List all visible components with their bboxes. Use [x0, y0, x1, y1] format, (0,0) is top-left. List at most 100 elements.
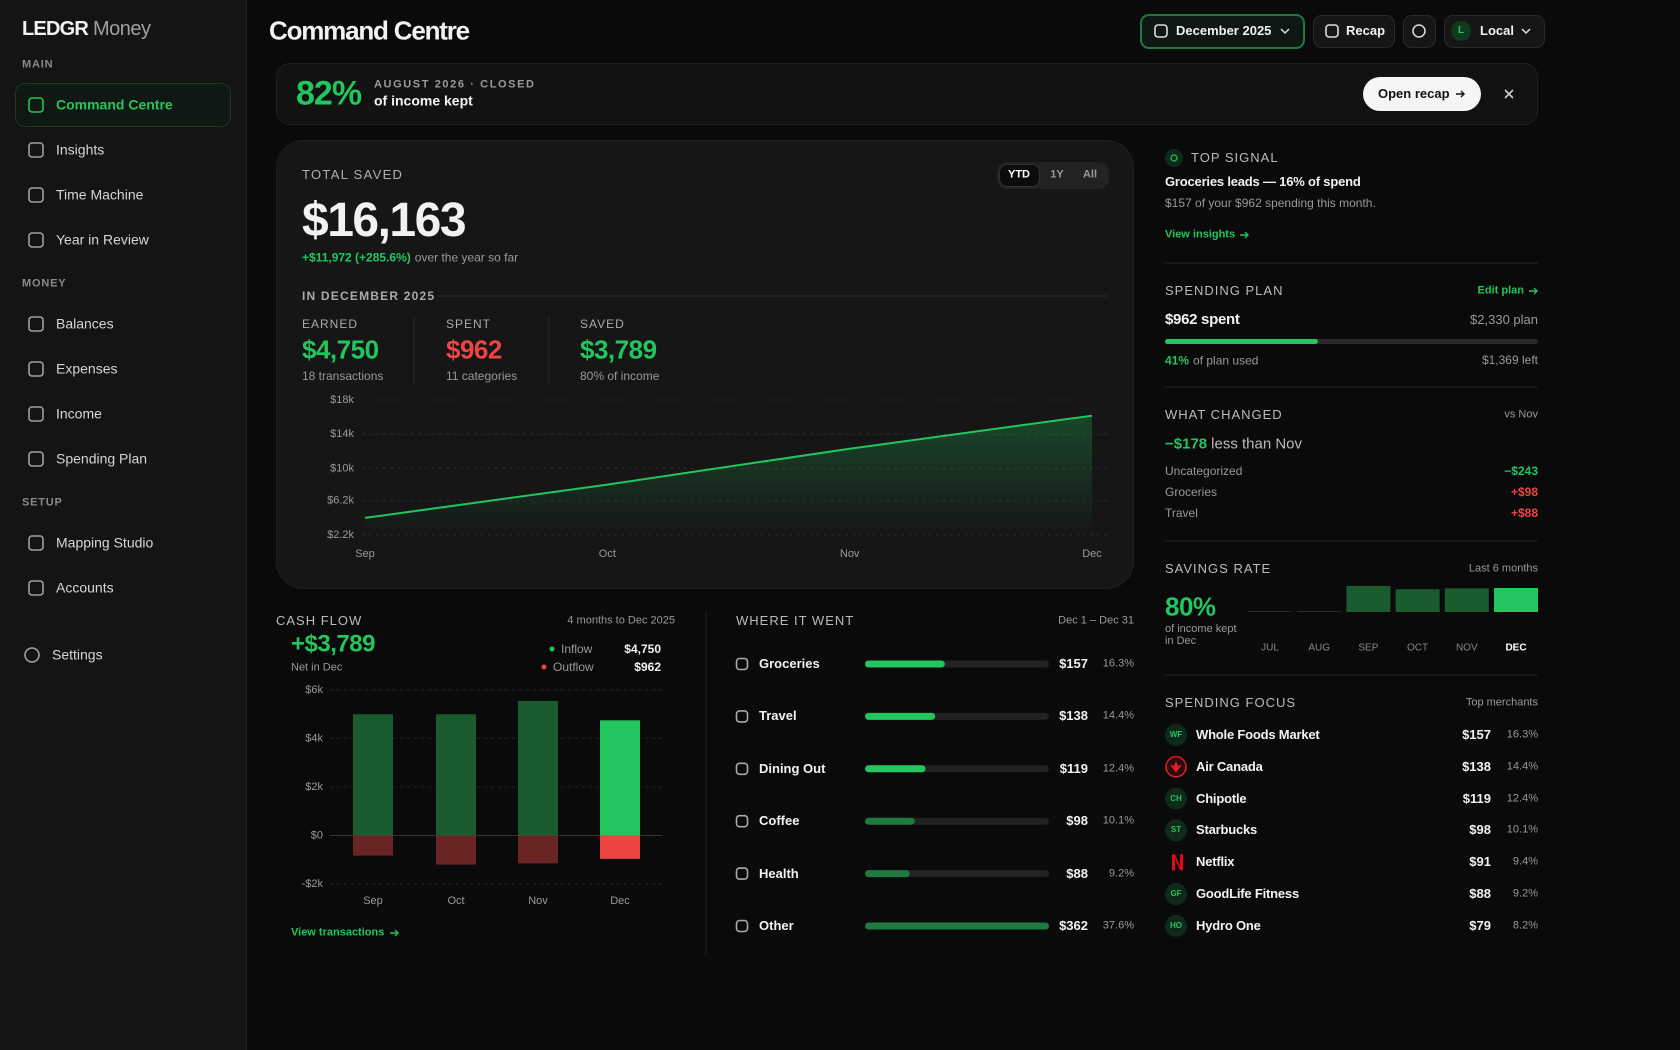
nav-item[interactable]: Balances [56, 315, 114, 332]
merchant-badge [1165, 724, 1187, 746]
range-active[interactable] [999, 164, 1040, 187]
range-option[interactable]: 1Y [1050, 168, 1064, 181]
period-label: December 2025 [1176, 23, 1272, 39]
merchant-name: Netflix [1196, 854, 1235, 870]
savings-bar [1444, 588, 1489, 612]
stat-value: $4,750 [302, 334, 379, 365]
signal-detail: $157 of your $962 spending this month. [1165, 195, 1376, 210]
link[interactable]: View insights [1165, 228, 1236, 241]
badge-text: HO [1170, 921, 1182, 930]
period-button[interactable] [1140, 14, 1305, 49]
nav-section-title: MAIN [22, 58, 54, 71]
merchant-amount: $91 [1469, 854, 1491, 870]
section-note: vs Nov [1504, 408, 1538, 421]
nav-item[interactable]: Command Centre [56, 96, 173, 113]
signal-icon [1165, 149, 1183, 167]
nav-section-title: MONEY [22, 277, 67, 290]
nav-item[interactable]: Insights [56, 141, 105, 158]
stat-label: EARNED [302, 316, 359, 331]
merchant-badge [1165, 914, 1187, 937]
total-amount: $16,163 [302, 194, 467, 248]
page-title: Command Centre [269, 15, 470, 46]
icon [28, 232, 44, 248]
icon [28, 451, 44, 467]
merchant-amount: $119 [1462, 790, 1491, 806]
icon [1154, 24, 1168, 38]
area-fill [365, 415, 1092, 535]
nav-item[interactable]: Year in Review [56, 231, 149, 248]
nav-item[interactable]: Time Machine [56, 186, 144, 203]
icon [28, 142, 44, 158]
icon [28, 406, 44, 422]
category-bar [865, 817, 915, 825]
merchant-amount: $88 [1469, 886, 1491, 902]
plan-spent: $962 spent [1165, 311, 1240, 328]
cash-flow-bar [353, 835, 393, 856]
category-amount: $157 [1059, 656, 1088, 672]
section-label: CASH FLOW [276, 613, 363, 629]
plan-left: $1,369 left [1481, 352, 1538, 367]
change-row: +$11,972 (+285.6%) over the year so far [302, 247, 518, 266]
savings-note: of income kept in Dec [1165, 623, 1237, 648]
category-name: Groceries [759, 656, 820, 672]
card-label: TOTAL SAVED [302, 167, 404, 183]
merchant-amount: $79 [1469, 918, 1491, 933]
badge-text: ST [1170, 825, 1182, 835]
progress-bar [1165, 339, 1318, 344]
category-amount: $119 [1059, 761, 1088, 776]
brand: LEDGR [22, 18, 89, 40]
banner-label: AUGUST 2026 · CLOSED [374, 78, 536, 91]
category-amount: $138 [1059, 708, 1088, 724]
section-note: Top merchants [1465, 696, 1538, 709]
nav-item[interactable]: Spending Plan [56, 450, 148, 467]
legend-value: $962 [634, 659, 661, 674]
category-share: 12.4% [1102, 762, 1134, 775]
stat-note: 18 transactions [302, 368, 384, 383]
gear-icon [1412, 24, 1426, 38]
savings-rate: 80% [1165, 591, 1216, 622]
icon [28, 580, 44, 596]
merchant-share: 10.1% [1506, 823, 1538, 836]
period-label: IN DECEMBER 2025 [302, 288, 436, 303]
icon [735, 867, 749, 880]
nav-item[interactable]: Mapping Studio [56, 534, 154, 551]
section-label: TOP SIGNAL [1191, 150, 1279, 166]
settings-button[interactable] [1403, 15, 1436, 48]
category-share: 14.4% [1102, 709, 1134, 722]
nav-item[interactable]: Settings [52, 646, 103, 663]
x-tick-label: Dec [610, 895, 630, 907]
section-label: SPENDING PLAN [1165, 283, 1284, 299]
nav-active[interactable] [15, 83, 231, 127]
change-note: over the year so far [414, 250, 519, 265]
nav-item[interactable]: Expenses [56, 360, 118, 377]
cash-flow-bar [518, 835, 558, 864]
section-label: SAVINGS RATE [1165, 561, 1272, 577]
merchant-amount: $138 [1462, 759, 1491, 774]
change-amount: +$88 [1510, 505, 1538, 520]
range-option[interactable]: All [1082, 168, 1098, 181]
y-tick-label: -$2k [302, 878, 324, 890]
link[interactable]: View transactions [291, 926, 385, 939]
merchant-amount: $98 [1469, 822, 1491, 838]
range-option[interactable]: YTD [1008, 168, 1030, 181]
category-bar [865, 765, 926, 773]
section-label: SPENDING FOCUS [1165, 695, 1297, 711]
nav-item[interactable]: Income [56, 405, 102, 422]
x-tick-label: Sep [355, 548, 375, 560]
nav-item[interactable]: Accounts [56, 579, 114, 596]
button-label[interactable]: Open recap [1378, 86, 1450, 102]
link[interactable]: Edit plan [1477, 284, 1524, 297]
icon [735, 657, 749, 671]
legend-dot [541, 664, 547, 670]
y-tick-label: $18k [330, 394, 354, 406]
change-category: Groceries [1165, 484, 1218, 499]
arrow-icon [1240, 231, 1249, 239]
icon [28, 187, 44, 203]
change-amount: +$98 [1510, 484, 1538, 499]
cash-flow-bar [436, 835, 476, 865]
merchant-share: 14.4% [1506, 760, 1538, 773]
bar-track [865, 870, 1049, 878]
section-note: Dec 1 – Dec 31 [1058, 614, 1134, 627]
merchant-share: 12.4% [1506, 792, 1538, 804]
